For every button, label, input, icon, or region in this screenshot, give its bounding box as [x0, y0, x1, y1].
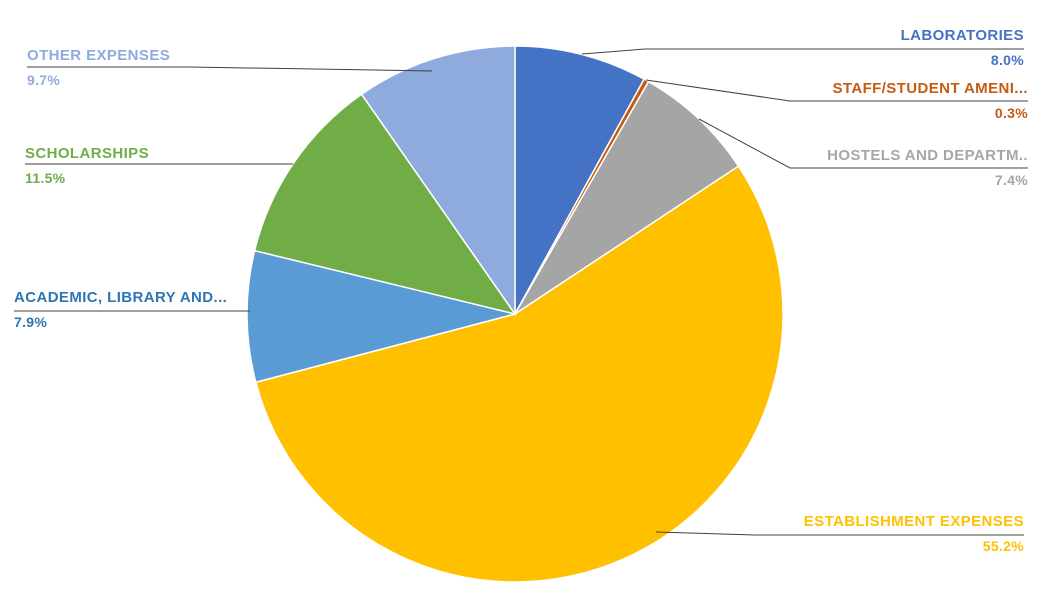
slice-label-other-expenses: OTHER EXPENSES 9.7% — [27, 46, 170, 89]
pie-slice-3 — [254, 165, 784, 583]
slice-name: HOSTELS AND DEPARTM.. — [827, 147, 1028, 164]
leader-line-1 — [645, 79, 1028, 102]
slice-label-laboratories: LABORATORIES 8.0% — [901, 26, 1024, 69]
slice-percent: 8.0% — [990, 52, 1024, 68]
slice-label-hostels-departments: HOSTELS AND DEPARTM.. 7.4% — [827, 146, 1028, 189]
slice-name: ACADEMIC, LIBRARY AND... — [14, 289, 228, 306]
slice-name: OTHER EXPENSES — [27, 47, 171, 64]
leader-line-3 — [655, 531, 1024, 536]
slice-percent: 7.9% — [14, 314, 48, 330]
slice-name: SCHOLARSHIPS — [25, 145, 149, 162]
pie-slice-4 — [246, 249, 516, 384]
slice-name: ESTABLISHMENT EXPENSES — [803, 513, 1024, 530]
slice-percent: 7.4% — [994, 172, 1028, 188]
slice-percent: 11.5% — [25, 170, 66, 186]
slice-label-establishment-expenses: ESTABLISHMENT EXPENSES 55.2% — [804, 512, 1024, 555]
slice-label-scholarships: SCHOLARSHIPS 11.5% — [25, 144, 149, 187]
pie-slice-0 — [514, 45, 646, 315]
pie-slice-6 — [360, 45, 516, 317]
leader-line-0 — [581, 48, 1024, 55]
slice-percent: 55.2% — [982, 538, 1024, 554]
pie-slice-2 — [514, 80, 740, 315]
slice-percent: 9.7% — [27, 72, 61, 88]
slice-label-staff-student-amenities: STAFF/STUDENT AMENI... 0.3% — [833, 79, 1028, 122]
pie-slice-5 — [253, 93, 517, 316]
leader-line-6 — [27, 66, 433, 72]
slice-name: LABORATORIES — [900, 27, 1024, 44]
leader-line-2 — [698, 118, 1028, 169]
slice-percent: 0.3% — [994, 105, 1028, 121]
slice-name: STAFF/STUDENT AMENI... — [832, 80, 1028, 97]
slice-label-academic-library: ACADEMIC, LIBRARY AND... 7.9% — [14, 288, 227, 331]
